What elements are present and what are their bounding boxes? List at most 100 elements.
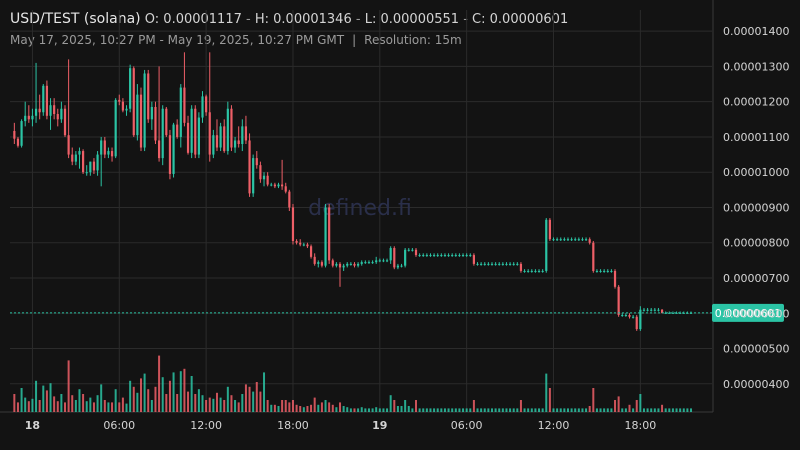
candle-down <box>338 262 342 287</box>
time-axis[interactable]: 18 06:00 12:00 18:00 19 06:00 12:00 18:00 <box>25 419 656 432</box>
volume-bar <box>476 408 479 412</box>
volume-bar <box>454 408 457 412</box>
volume-bar <box>320 402 323 412</box>
volume-bar <box>617 396 620 412</box>
grid-lines <box>0 0 714 413</box>
volume-bar <box>342 406 345 412</box>
candle-up <box>78 147 81 169</box>
volume-bar <box>682 408 685 412</box>
candle-down <box>132 66 135 137</box>
candle-up <box>277 182 280 189</box>
volume-bar <box>548 388 551 412</box>
candle-up <box>346 262 349 268</box>
volume-bar <box>324 400 327 412</box>
volume-bar <box>357 408 360 412</box>
candle-up <box>679 311 682 314</box>
volume-bar <box>339 402 342 412</box>
candle-up <box>364 260 367 264</box>
candle-up <box>447 253 450 257</box>
volume-bar <box>527 408 530 412</box>
price-tick-label: 0.00000700 <box>723 272 789 285</box>
volume-bar <box>176 394 179 412</box>
volume-bar <box>194 394 197 412</box>
candle-up <box>85 165 88 176</box>
candle-down <box>67 59 70 159</box>
volume-bar <box>472 400 475 412</box>
candle-up <box>563 237 566 241</box>
candle-down <box>139 87 143 152</box>
price-tick-label: 0.00000400 <box>723 378 789 391</box>
date-range: May 17, 2025, 10:27 PM - May 19, 2025, 1… <box>10 33 345 47</box>
current-price-badge <box>712 303 784 322</box>
volume-bar <box>447 408 450 412</box>
candle-up <box>31 108 34 127</box>
volume-bar <box>205 400 208 412</box>
volume-bar <box>107 402 110 412</box>
candle-up <box>360 260 363 266</box>
volume-bar <box>208 397 211 412</box>
candle-up <box>436 253 439 257</box>
price-tick-label: 0.00000600 <box>723 307 789 320</box>
header-separator: | <box>352 33 357 47</box>
candle-up <box>505 262 508 266</box>
volume-bar <box>541 408 544 412</box>
candle-down <box>154 101 157 144</box>
volume-bar <box>103 400 106 412</box>
volume-bar <box>668 408 671 412</box>
volume-bar <box>212 398 215 412</box>
candle-up <box>262 172 266 187</box>
candle-down <box>176 119 179 139</box>
volume-bar <box>335 407 338 412</box>
volume-bar <box>165 394 168 412</box>
volume-bar <box>563 408 566 412</box>
candle-up <box>556 237 559 241</box>
candle-up <box>599 269 602 273</box>
volume-bar <box>559 408 562 412</box>
candle-down <box>291 203 295 245</box>
candle-down <box>183 52 186 127</box>
candle-up <box>642 307 646 312</box>
volume-bar <box>433 408 436 412</box>
candle-up <box>129 64 132 113</box>
volume-bar <box>252 391 255 412</box>
candle-down <box>628 313 631 319</box>
candle-up <box>302 242 305 247</box>
candle-up <box>498 262 501 266</box>
volume-bar <box>71 395 74 412</box>
candle-down <box>284 182 287 194</box>
volume-bar <box>226 386 229 412</box>
volume-bar <box>516 408 519 412</box>
candle-down <box>157 66 161 162</box>
volume-bar <box>183 368 186 412</box>
price-axis[interactable]: 0.00001400 0.00001300 0.00001200 0.00001100… <box>723 25 789 391</box>
candle-down <box>186 115 190 155</box>
candle-down <box>295 239 298 245</box>
candle-up <box>411 248 414 252</box>
candle-down <box>313 253 316 266</box>
candle-up <box>595 269 599 273</box>
candle-up <box>574 237 577 241</box>
volume-bar <box>20 388 23 412</box>
candle-up <box>512 262 515 266</box>
candle-down <box>548 218 551 241</box>
candle-up <box>212 129 215 159</box>
candle-up <box>241 119 244 152</box>
volume-bar <box>440 408 443 412</box>
candle-up <box>632 315 635 319</box>
candle-up <box>621 313 624 317</box>
volume-bar <box>118 402 121 412</box>
volume-bar <box>89 397 92 412</box>
candle-up <box>541 269 544 273</box>
candle-up <box>60 101 63 123</box>
candle-up <box>657 307 660 312</box>
volume-bar <box>259 391 262 412</box>
candle-up <box>201 91 204 123</box>
candle-down <box>244 115 248 144</box>
volume-bar <box>530 408 533 412</box>
price-tick-label: 0.00000900 <box>723 201 789 214</box>
volume-bar <box>570 408 573 412</box>
candle-down <box>331 258 334 268</box>
volume-bars <box>13 355 693 412</box>
